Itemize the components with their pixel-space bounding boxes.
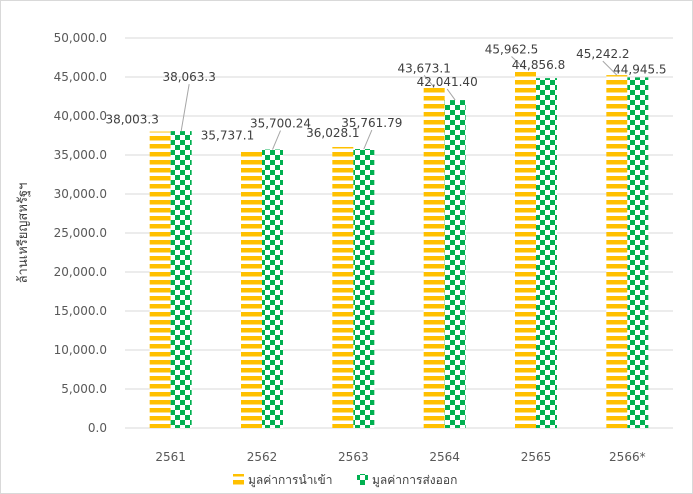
gridlines [125, 37, 673, 429]
data-label-export: 35,761.79 [341, 116, 402, 130]
leader-line [272, 130, 281, 150]
y-tick-label: 15,000.0 [54, 304, 107, 318]
leader-line [423, 75, 435, 88]
bar-import [606, 75, 628, 428]
y-tick-label: 50,000.0 [54, 31, 107, 45]
leader-line [602, 60, 618, 76]
bar-export [262, 149, 283, 428]
legend-swatch-export [357, 474, 368, 485]
data-label-export: 42,041.40 [417, 75, 478, 89]
y-tick-label: 45,000.0 [54, 70, 107, 84]
leader-line [511, 56, 526, 70]
x-tick-label: 2565 [521, 450, 552, 464]
data-label-export: 38,063.3 [162, 70, 215, 84]
bar-import [149, 131, 171, 428]
legend-swatch-import [233, 474, 244, 485]
data-label-export: 44,945.5 [613, 62, 666, 76]
bar-import [423, 87, 445, 428]
y-tick-label: 35,000.0 [54, 148, 107, 162]
y-tick-label: 5,000.0 [61, 382, 107, 396]
x-tick-label: 2566* [609, 450, 646, 464]
data-label-import: 43,673.1 [397, 61, 450, 75]
x-tick-label: 2564 [429, 450, 460, 464]
data-label-import: 45,962.5 [485, 42, 538, 56]
leader-line [446, 88, 456, 101]
x-tick-label: 2562 [247, 450, 278, 464]
data-label-import: 36,028.1 [306, 126, 359, 140]
data-labels: 38,003.3 38,063.3 35,737.135,700.2436,028.… [105, 42, 666, 142]
bar-export [444, 100, 466, 428]
legend-label-export: มูลค่าการส่งออก [372, 473, 457, 488]
x-axis-ticks: 2561 2562 2563 2564 2565 2566* [155, 450, 645, 464]
bar-import [241, 149, 262, 429]
y-tick-label: 20,000.0 [54, 265, 107, 279]
leader-line [363, 129, 373, 150]
data-label-import: 45,242.2 [576, 47, 629, 61]
y-tick-label: 25,000.0 [54, 226, 107, 240]
y-tick-label: 10,000.0 [54, 343, 107, 357]
data-label-import: 38,003.3 [105, 113, 158, 127]
data-label-export: 44,856.8 [512, 58, 565, 72]
y-tick-label: 40,000.0 [54, 109, 107, 123]
bar-export [170, 131, 192, 428]
legend: มูลค่าการนำเข้า มูลค่าการส่งออก [233, 473, 457, 488]
legend-label-import: มูลค่าการนำเข้า [248, 473, 332, 488]
x-tick-label: 2561 [155, 450, 186, 464]
leader-line [180, 84, 190, 132]
bar-import [332, 146, 354, 428]
y-axis-ticks: 0.0 5,000.0 10,000.0 15,000.0 20,000.0 25,000… [54, 31, 107, 435]
bars [149, 69, 649, 429]
y-tick-label: 30,000.0 [54, 187, 107, 201]
x-tick-label: 2563 [338, 450, 369, 464]
bar-export [627, 77, 649, 428]
y-tick-label: 0.0 [88, 421, 107, 435]
bar-import [515, 69, 536, 429]
data-label-export: 35,700.24 [250, 117, 311, 131]
bar-export [536, 78, 557, 429]
bar-export [353, 149, 375, 428]
label-leader-lines [180, 56, 618, 150]
data-label-import: 35,737.1 [201, 128, 254, 142]
y-axis-title: ล้านเหรียญสหรัฐฯ [15, 183, 31, 284]
